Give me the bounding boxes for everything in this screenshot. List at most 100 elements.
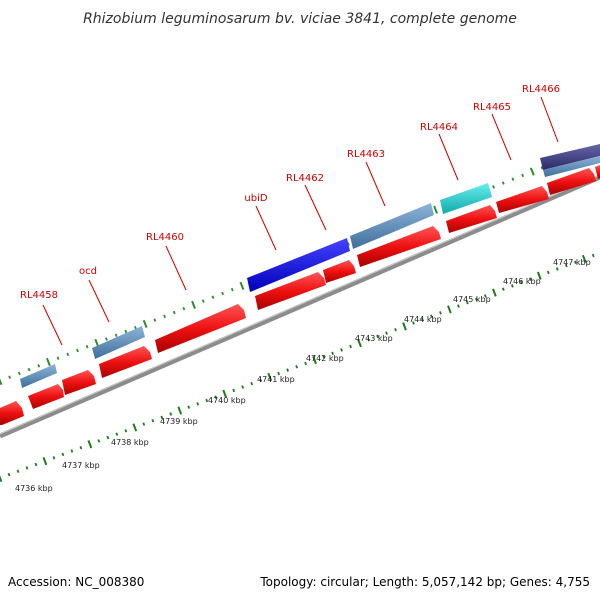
forward-strand-features: [20, 144, 600, 388]
major-tick: [529, 167, 535, 176]
leader-rl4460: [165, 245, 187, 291]
minor-tick: [196, 402, 200, 406]
minor-tick: [106, 435, 110, 440]
minor-tick: [124, 429, 128, 433]
minor-tick: [17, 371, 21, 376]
minor-tick: [115, 432, 119, 436]
cds-arrow[interactable]: [323, 260, 356, 283]
scale-label: 4737 kbp: [62, 461, 100, 470]
gene-label[interactable]: ocd: [79, 266, 97, 277]
feature-ocd[interactable]: [92, 326, 145, 359]
scale-label: 4745 kbp: [453, 295, 491, 304]
minor-tick: [27, 367, 31, 372]
scale-label: 4739 kbp: [160, 417, 198, 426]
major-tick: [94, 338, 100, 348]
cds-arrow[interactable]: [547, 168, 596, 195]
scale-label: 4742 kbp: [306, 354, 344, 363]
feature-rl4464[interactable]: [440, 183, 492, 214]
minor-tick: [160, 415, 164, 420]
minor-tick: [70, 449, 74, 453]
minor-tick: [66, 352, 70, 357]
leader-rl4465: [491, 113, 512, 161]
minor-tick: [322, 354, 325, 359]
cds-features: [0, 165, 600, 425]
minor-tick: [211, 295, 215, 299]
minor-tick: [56, 356, 60, 360]
cds-arrow[interactable]: [357, 226, 441, 267]
minor-tick: [466, 300, 469, 305]
scale-label: 4740 kbp: [208, 396, 246, 405]
minor-tick: [172, 310, 176, 315]
minor-tick: [241, 385, 245, 389]
gene-label[interactable]: RL4460: [146, 232, 184, 243]
minor-tick: [250, 381, 254, 386]
scale-label: 4743 kbp: [355, 334, 393, 343]
minor-tick: [511, 177, 515, 181]
gene-label[interactable]: RL4462: [286, 173, 324, 184]
major-tick: [492, 288, 497, 297]
feature-rl4466-dark[interactable]: [540, 144, 600, 170]
minor-tick: [134, 325, 137, 330]
cds-arrow[interactable]: [446, 205, 497, 233]
feature-ubid[interactable]: [247, 238, 350, 292]
minor-tick: [8, 375, 12, 379]
major-tick: [402, 322, 407, 331]
minor-tick: [340, 348, 343, 352]
cds-arrow[interactable]: [496, 186, 549, 213]
major-tick: [0, 378, 3, 386]
cds-arrow[interactable]: [0, 401, 24, 425]
cds-arrow[interactable]: [28, 384, 64, 409]
scale-label: 4746 kbp: [503, 277, 541, 286]
cds-arrow[interactable]: [595, 165, 600, 179]
cds-arrow[interactable]: [62, 370, 96, 395]
minor-tick: [34, 462, 38, 467]
minor-tick: [79, 445, 83, 450]
major-tick: [191, 300, 196, 309]
gene-labels: RL4458 ocd RL4460 ubiD RL4462 RL4463 RL4…: [20, 84, 560, 301]
leader-ocd: [88, 279, 110, 323]
cds-arrow[interactable]: [255, 272, 326, 310]
minor-tick: [457, 304, 460, 308]
leader-ubid: [255, 205, 277, 251]
minor-tick: [153, 318, 157, 322]
accession-text: Accession: NC_008380: [8, 575, 144, 589]
major-tick: [87, 440, 93, 449]
gene-label[interactable]: RL4465: [473, 102, 511, 113]
feature-rl4463[interactable]: [350, 203, 434, 249]
minor-tick: [16, 469, 20, 474]
scale-label: 4738 kbp: [111, 438, 149, 447]
scale-label: 4744 kbp: [404, 315, 442, 324]
cds-arrow[interactable]: [155, 304, 246, 353]
minor-tick: [367, 338, 370, 342]
minor-tick: [85, 344, 89, 349]
major-tick: [132, 423, 138, 432]
scale-label: 4741 kbp: [257, 375, 295, 384]
major-tick: [357, 339, 362, 348]
scale-label: 4747 kbp: [553, 258, 591, 267]
minor-tick: [142, 422, 146, 426]
minor-tick: [52, 456, 56, 460]
gene-label[interactable]: RL4464: [420, 122, 458, 133]
minor-tick: [187, 405, 191, 409]
major-tick: [42, 457, 48, 466]
leader-rl4466: [540, 96, 559, 143]
gene-label[interactable]: RL4466: [522, 84, 560, 95]
minor-tick: [169, 412, 173, 416]
major-tick: [45, 357, 51, 367]
minor-tick: [475, 297, 478, 302]
feature-rl4458[interactable]: [20, 364, 57, 388]
minor-tick: [7, 472, 11, 477]
major-tick: [447, 305, 452, 314]
minor-tick: [484, 294, 487, 298]
major-tick: [142, 319, 148, 328]
gene-label[interactable]: ubiD: [244, 193, 267, 204]
leader-rl4464: [438, 133, 459, 181]
gene-label[interactable]: RL4458: [20, 290, 58, 301]
minor-tick: [519, 280, 523, 285]
backbone-line: [0, 174, 600, 439]
minor-tick: [421, 317, 424, 322]
feature-rl4466-light[interactable]: [543, 156, 600, 177]
gene-label[interactable]: RL4463: [347, 149, 385, 160]
cds-arrow[interactable]: [99, 346, 152, 378]
